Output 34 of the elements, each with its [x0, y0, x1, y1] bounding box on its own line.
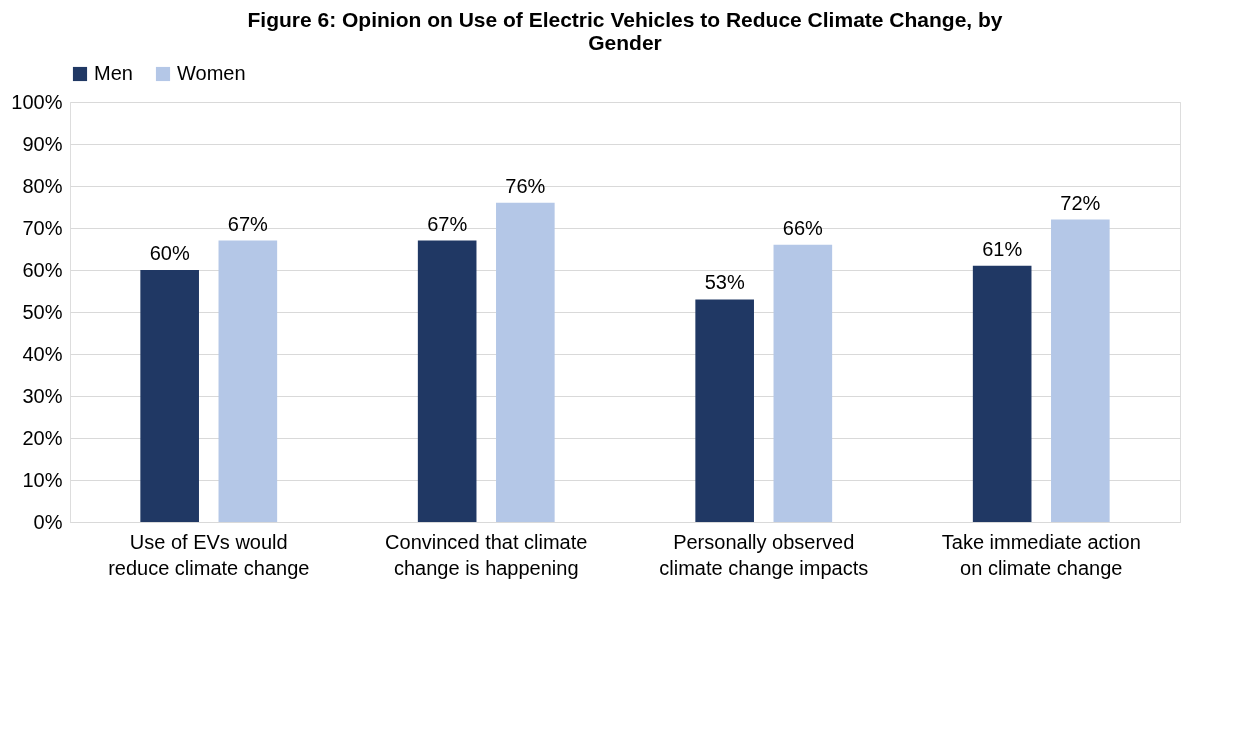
bar — [773, 244, 833, 522]
legend-label: Women — [177, 62, 246, 84]
y-tick-label: 20% — [22, 426, 63, 449]
bar — [1051, 219, 1110, 522]
y-tick-label: 60% — [22, 258, 63, 281]
bar — [218, 240, 278, 522]
x-tick-label: Take immediate action on climate change — [941, 530, 1141, 579]
data-label: 72% — [1060, 191, 1101, 214]
data-label: 66% — [782, 216, 824, 239]
data-label: 67% — [427, 212, 468, 235]
data-label: 76% — [505, 174, 546, 197]
x-tick-label: Personally observed climate change impacts — [659, 530, 869, 579]
chart-title: Figure 6: Opinion on Use of Electric Vehicles to Reduce Climate Change, by Gender — [247, 8, 1003, 54]
y-tick-label: 40% — [22, 342, 63, 365]
x-tick-label: Convinced that climate change is happening — [385, 530, 588, 579]
y-tick-label: 0% — [33, 510, 63, 533]
bar — [140, 270, 199, 522]
data-label: 60% — [149, 242, 190, 264]
data-label: 67% — [227, 212, 269, 235]
y-tick-label: 70% — [22, 216, 63, 239]
bar — [972, 265, 1032, 522]
data-label: 53% — [704, 271, 745, 294]
y-tick-label: 90% — [22, 132, 63, 155]
bar — [695, 299, 754, 522]
x-tick-label: Use of EVs would reduce climate change — [108, 530, 310, 579]
legend-label: Men — [94, 62, 133, 84]
y-tick-label: 10% — [22, 468, 63, 491]
bar — [496, 202, 555, 522]
y-tick-label: 100% — [11, 90, 63, 113]
data-label: 61% — [982, 237, 1023, 260]
y-tick-label: 50% — [22, 300, 63, 323]
y-tick-label: 30% — [22, 384, 63, 407]
bar — [417, 240, 477, 522]
y-tick-label: 80% — [22, 174, 63, 197]
